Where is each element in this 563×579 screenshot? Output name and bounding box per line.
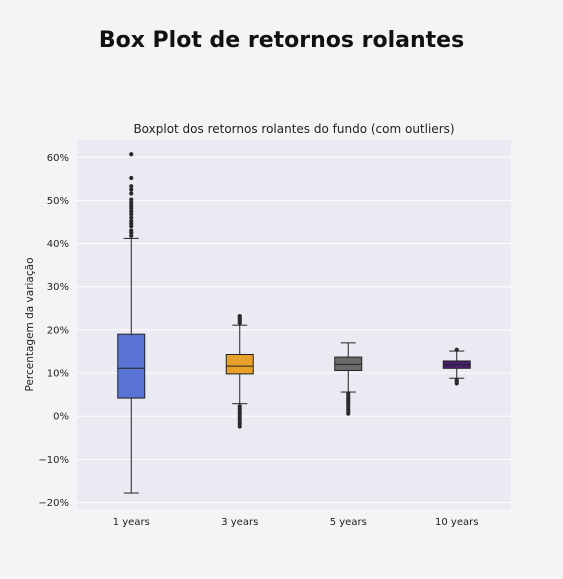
outlier-point <box>237 404 242 409</box>
outlier-point <box>129 215 134 220</box>
outlier-point <box>346 391 351 396</box>
y-tick-label: −10% <box>38 455 69 466</box>
y-axis-ticks: −20% −10% 0% 10% 20% 30% 40% 50% 60% <box>38 153 69 509</box>
box-10-years <box>442 347 471 386</box>
outlier-point <box>129 219 134 224</box>
box-5-years <box>334 342 363 416</box>
outlier-point <box>129 212 134 217</box>
outlier-point <box>129 228 134 233</box>
outlier-point <box>129 152 134 157</box>
outlier-point <box>454 377 459 383</box>
box-3-years <box>225 313 254 429</box>
y-tick-label: 60% <box>47 153 69 164</box>
box-body <box>117 333 146 399</box>
x-tick-label: 1 years <box>113 517 150 528</box>
y-tick-label: 10% <box>47 369 69 380</box>
outlier-point <box>129 203 134 208</box>
y-tick-label: 0% <box>53 412 69 423</box>
outlier-point <box>129 209 134 214</box>
y-tick-label: 40% <box>47 239 69 250</box>
box-series <box>117 152 471 494</box>
y-tick-label: −20% <box>38 498 69 509</box>
box-body <box>334 356 363 371</box>
outlier-point <box>237 313 242 319</box>
x-tick-label: 3 years <box>221 517 258 528</box>
outlier-point <box>129 184 134 189</box>
page-title: Box Plot de retornos rolantes <box>98 28 465 53</box>
x-tick-label: 5 years <box>330 517 367 528</box>
outlier-point <box>129 191 134 196</box>
x-axis-ticks: 1 years 3 years 5 years 10 years <box>113 517 479 528</box>
outlier-point <box>129 200 134 205</box>
y-axis-label: Percentagem da variação <box>24 257 36 391</box>
outlier-point <box>129 233 134 238</box>
gridlines <box>77 156 511 504</box>
plot-background <box>77 140 511 509</box>
outlier-point <box>129 197 134 202</box>
outlier-point <box>129 187 134 192</box>
outlier-point <box>454 347 459 352</box>
outlier-point <box>129 175 134 181</box>
chart-title: Boxplot dos retornos rolantes do fundo (… <box>133 122 454 136</box>
box-1-years <box>117 152 146 494</box>
y-tick-label: 50% <box>47 196 69 207</box>
y-tick-label: 30% <box>47 282 69 293</box>
y-tick-label: 20% <box>47 325 69 336</box>
x-tick-label: 10 years <box>435 517 478 528</box>
box-body <box>225 353 254 375</box>
